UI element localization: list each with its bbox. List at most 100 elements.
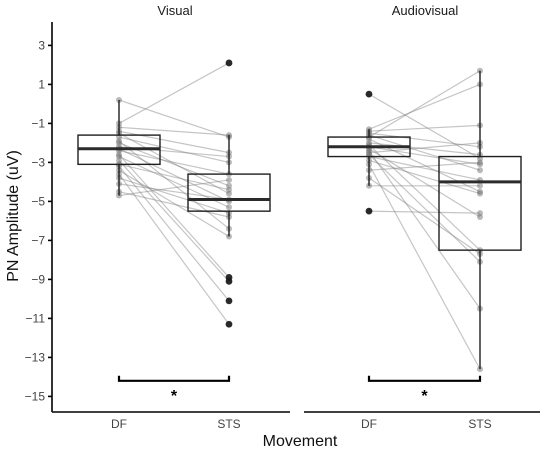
pair-line (368, 124, 481, 132)
y-tick-label: −1 (31, 116, 45, 130)
bracket-line (367, 375, 482, 382)
outlier-point (365, 207, 373, 215)
significance-label: * (171, 388, 178, 405)
pair-line (118, 62, 230, 124)
pair-line (368, 148, 481, 218)
data-point (477, 214, 483, 220)
pair-line (118, 177, 230, 214)
y-tick-label: 1 (38, 77, 45, 91)
pair-line (118, 179, 230, 197)
data-point (116, 137, 122, 144)
panel-audiovisual: Audiovisual DF STS * (304, 3, 540, 431)
data-point (477, 159, 483, 166)
data-point (226, 204, 232, 211)
pair-line (118, 183, 230, 201)
data-point (477, 182, 483, 189)
box-iqr (187, 173, 271, 212)
pair-line (368, 177, 481, 255)
pair-line (368, 134, 481, 171)
bracket-line (117, 375, 231, 382)
y-tick-label: 3 (38, 38, 45, 52)
pair-line (368, 93, 481, 160)
y-axis-title: PN Amplitude (uV) (5, 150, 22, 282)
data-point (116, 151, 122, 158)
data-point (366, 149, 372, 156)
pair-line (368, 154, 481, 263)
pair-line (118, 191, 230, 218)
data-point (116, 139, 122, 146)
pair-line (368, 155, 481, 181)
pair-line (118, 148, 230, 202)
pair-line (368, 144, 481, 251)
pair-line (368, 146, 481, 165)
significance-bracket: * (367, 375, 482, 405)
outlier-point (225, 59, 233, 67)
box-sts (438, 70, 522, 370)
data-point (226, 186, 232, 193)
panel-title: Visual (157, 3, 192, 18)
box-df (77, 100, 161, 196)
pair-line (368, 70, 481, 138)
pair-line (118, 136, 230, 163)
data-point (477, 167, 483, 174)
pair-line (118, 173, 230, 325)
panel-visual: Visual DF STS * (52, 3, 290, 431)
data-point (366, 139, 372, 146)
pair-line (368, 164, 481, 370)
x-tick-label: DF (361, 417, 377, 431)
x-tick-label: STS (468, 417, 491, 431)
panel-title: Audiovisual (392, 3, 459, 18)
pair-line (118, 132, 230, 195)
box-iqr (438, 155, 522, 251)
pair-line (118, 169, 230, 238)
pair-line (368, 210, 481, 214)
data-point (477, 188, 483, 195)
outlier-point (225, 277, 233, 285)
box-sts (187, 59, 271, 328)
y-tick-label: −7 (31, 233, 45, 247)
data-point (226, 182, 232, 189)
pair-line (118, 150, 230, 175)
pair-line (118, 160, 230, 282)
data-point (366, 147, 372, 154)
pair-line (368, 83, 481, 130)
pair-line (368, 142, 481, 156)
outlier-point (365, 90, 373, 98)
data-point (477, 161, 483, 168)
data-point (226, 176, 232, 183)
paired-lines (368, 70, 481, 370)
data-point (116, 157, 122, 164)
pair-line (368, 161, 481, 171)
data-point (477, 190, 483, 197)
pair-line (118, 126, 230, 136)
y-tick-label: −11 (26, 311, 46, 325)
outlier-point (225, 320, 233, 328)
pair-line (368, 132, 481, 148)
pair-line (368, 142, 481, 154)
x-axis-title: Movement (263, 433, 338, 450)
data-point (116, 153, 122, 160)
pair-line (368, 150, 481, 309)
outlier-point (225, 297, 233, 305)
pair-line (368, 159, 481, 195)
paired-lines (118, 62, 230, 325)
pair-line (118, 165, 230, 302)
box-df (327, 90, 411, 215)
pair-line (118, 140, 230, 230)
data-points (366, 67, 483, 373)
significance-bracket: * (117, 375, 231, 405)
y-tick-label: −13 (25, 350, 46, 364)
data-point (477, 210, 483, 217)
y-tick-label: −15 (25, 389, 46, 403)
y-tick-label: −9 (31, 272, 45, 286)
panels: Visual DF STS * Audiovisual DF STS * (52, 3, 540, 431)
pair-line (118, 99, 230, 138)
y-tick-label: −5 (31, 194, 45, 208)
pair-line (118, 154, 230, 278)
y-tick-label: −3 (31, 155, 45, 169)
x-tick-label: DF (111, 417, 127, 431)
data-point (226, 190, 232, 197)
y-axis: 3 1 −1 −3 −5 −7 −9 −11 −13 −15 (25, 22, 53, 412)
x-tick-label: STS (217, 417, 240, 431)
